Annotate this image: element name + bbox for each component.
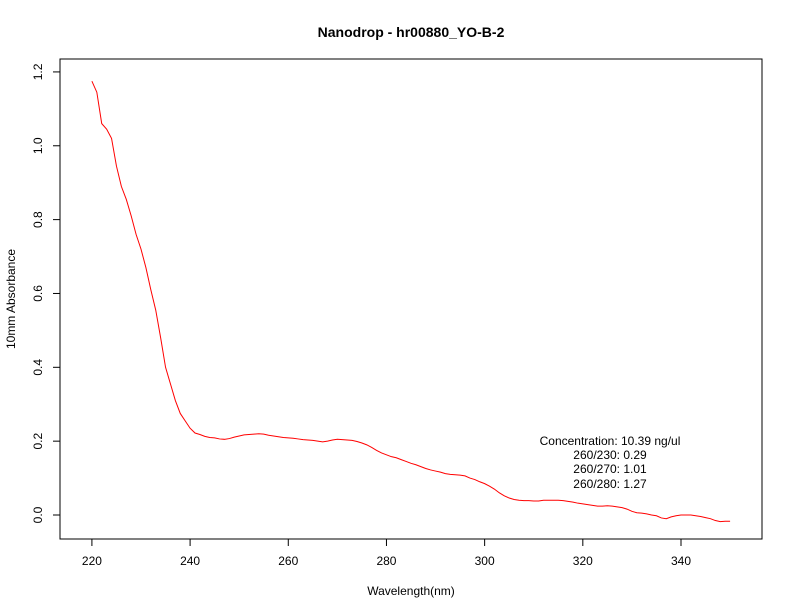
- y-tick-label: 1.0: [31, 137, 45, 154]
- x-axis: 220 240 260 280 300 320 340: [82, 538, 691, 568]
- y-tick-label: 0.6: [31, 285, 45, 302]
- x-tick-label: 260: [278, 554, 298, 568]
- ratio-260-280-text: 260/280: 1.27: [573, 477, 647, 491]
- x-tick-label: 240: [180, 554, 200, 568]
- plot-frame: [59, 58, 763, 540]
- x-tick-label: 320: [573, 554, 593, 568]
- x-tick-label: 300: [475, 554, 495, 568]
- y-tick-label: 0.0: [31, 506, 45, 523]
- y-axis-label: 10mm Absorbance: [4, 249, 18, 349]
- y-tick-label: 0.8: [31, 211, 45, 228]
- y-axis: 0.0 0.2 0.4 0.6 0.8 1.0 1.2: [31, 63, 61, 523]
- x-axis-label: Wavelength(nm): [367, 584, 455, 598]
- x-tick-label: 340: [671, 554, 691, 568]
- y-tick-label: 0.2: [31, 432, 45, 449]
- x-tick-label: 220: [82, 554, 102, 568]
- x-tick-label: 280: [376, 554, 396, 568]
- ratio-260-270-text: 260/270: 1.01: [573, 462, 647, 476]
- y-tick-label: 1.2: [31, 63, 45, 80]
- ratio-260-230-text: 260/230: 0.29: [573, 448, 647, 462]
- measurement-annotation: Concentration: 10.39 ng/ul 260/230: 0.29…: [540, 434, 681, 491]
- concentration-text: Concentration: 10.39 ng/ul: [540, 434, 681, 448]
- chart-title: Nanodrop - hr00880_YO-B-2: [318, 24, 505, 40]
- y-tick-label: 0.4: [31, 359, 45, 376]
- absorbance-line: [91, 80, 731, 523]
